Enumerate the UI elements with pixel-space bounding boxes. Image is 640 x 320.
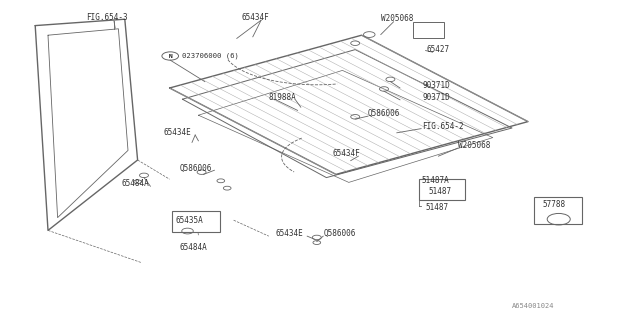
Text: 90371D: 90371D [422,93,450,102]
Text: 65435A: 65435A [176,216,204,225]
Text: 90371D: 90371D [422,81,450,90]
Text: N: N [168,53,172,59]
Text: 65434F: 65434F [333,149,360,158]
Bar [172,211,220,232]
Text: FIG.654-3: FIG.654-3 [86,13,128,22]
Text: 81988A: 81988A [269,93,296,102]
Text: W205068: W205068 [381,14,413,23]
Bar [419,179,465,200]
Text: 51487A: 51487A [421,176,449,185]
Text: 65484A: 65484A [179,244,207,252]
Bar [534,197,582,224]
Text: W205068: W205068 [458,141,490,150]
Text: 65434E: 65434E [163,128,191,137]
Text: 65427: 65427 [426,45,449,54]
Text: Q586006: Q586006 [179,164,212,172]
Text: 65484A: 65484A [122,180,149,188]
Text: 023706000 (6): 023706000 (6) [182,53,239,59]
Text: 57788: 57788 [542,200,565,209]
Text: 65434F: 65434F [242,13,269,22]
Text: N: N [169,53,173,59]
Text: FIG.654-2: FIG.654-2 [422,122,464,131]
Bar [413,22,444,38]
Text: 65434E: 65434E [275,229,303,238]
Text: Q586006: Q586006 [323,229,356,238]
Text: 51487: 51487 [426,203,449,212]
Text: 51487: 51487 [429,188,452,196]
Text: Q586006: Q586006 [368,109,401,118]
Text: A654001024: A654001024 [512,303,554,308]
